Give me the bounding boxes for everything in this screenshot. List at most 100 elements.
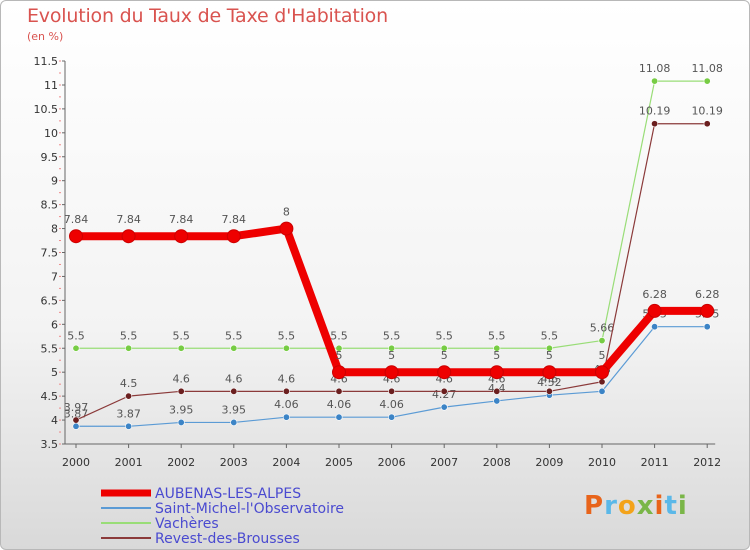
data-point xyxy=(545,344,553,352)
data-point xyxy=(335,387,343,395)
data-point xyxy=(177,387,185,395)
series: 3.974.54.64.64.64.64.64.64.64.64.810.191… xyxy=(64,105,723,424)
data-label: 4.6 xyxy=(225,372,243,385)
x-tick-label: 2007 xyxy=(430,456,458,469)
data-point xyxy=(493,344,501,352)
data-label: 5 xyxy=(388,349,395,362)
data-label: 10.19 xyxy=(639,105,671,118)
x-tick-label: 2010 xyxy=(588,456,616,469)
data-point xyxy=(703,323,711,331)
data-point xyxy=(177,344,185,352)
y-tick-label: 9.5 xyxy=(41,151,59,164)
data-point xyxy=(384,365,399,380)
legend-label: Saint-Michel-l'Observatoire xyxy=(155,501,344,517)
data-point xyxy=(335,344,343,352)
data-point xyxy=(279,221,294,236)
x-tick-label: 2003 xyxy=(220,456,248,469)
proxiti-logo: Proxiti xyxy=(584,491,688,521)
data-point xyxy=(72,422,80,430)
data-point xyxy=(493,387,501,395)
data-label: 5.5 xyxy=(383,329,401,342)
data-label: 8 xyxy=(283,206,290,219)
data-label: 3.95 xyxy=(222,403,247,416)
data-point xyxy=(125,344,133,352)
y-tick-label: 6.5 xyxy=(41,294,59,307)
data-label: 5.66 xyxy=(590,322,615,335)
data-label: 6.28 xyxy=(642,288,667,301)
data-point xyxy=(595,365,609,380)
y-tick-label: 8.5 xyxy=(41,199,59,212)
y-tick-label: 9 xyxy=(51,175,58,188)
data-point xyxy=(177,418,185,426)
data-point xyxy=(489,365,504,380)
y-tick-label: 4.5 xyxy=(41,390,59,403)
data-point xyxy=(440,403,448,411)
x-tick-label: 2002 xyxy=(167,456,195,469)
data-label: 5.5 xyxy=(488,329,506,342)
data-point xyxy=(440,387,448,395)
axes: 3.5 4 4.5 5 5.5 6 6.5 7 7.5 8 8.5 9 9.5 10 10.5 11 11.5 2… xyxy=(34,55,722,469)
data-label: 11.08 xyxy=(691,62,723,75)
data-label: 4.5 xyxy=(120,377,138,390)
data-point xyxy=(703,120,711,128)
data-point xyxy=(388,413,396,421)
data-point xyxy=(282,413,290,421)
data-point xyxy=(542,365,557,380)
data-label: 11.08 xyxy=(639,62,671,75)
data-point xyxy=(651,323,659,331)
y-tick-label: 8 xyxy=(51,223,58,236)
y-tick-label: 5.5 xyxy=(41,342,59,355)
data-label: 5.5 xyxy=(435,329,453,342)
y-tick-label: 6 xyxy=(51,318,58,331)
data-label: 4.6 xyxy=(172,372,190,385)
y-tick-label: 10.5 xyxy=(34,103,59,116)
data-label: 4.6 xyxy=(278,372,296,385)
data-label: 3.97 xyxy=(64,401,89,414)
legend-label: Vachères xyxy=(155,516,219,532)
y-tick-label: 10 xyxy=(44,127,58,140)
logo-letter: i xyxy=(677,491,688,521)
data-point xyxy=(598,337,606,345)
chart-title: Evolution du Taux de Taxe d'Habitation xyxy=(27,5,388,27)
data-label: 7.84 xyxy=(64,213,89,226)
data-label: 5 xyxy=(599,349,606,362)
data-label: 3.87 xyxy=(116,407,141,420)
y-tick-label: 11 xyxy=(44,79,58,92)
data-label: 5 xyxy=(493,349,500,362)
data-label: 10.19 xyxy=(691,105,723,118)
logo-letter: i xyxy=(654,491,665,521)
data-label: 5.5 xyxy=(172,329,190,342)
logo-letter: o xyxy=(617,491,637,521)
x-tick-label: 2006 xyxy=(378,456,406,469)
data-point xyxy=(230,387,238,395)
y-tick-label: 3.5 xyxy=(41,438,59,451)
data-point xyxy=(282,344,290,352)
data-point xyxy=(226,229,241,244)
data-point xyxy=(125,392,133,400)
data-label: 4.52 xyxy=(537,376,562,389)
data-label: 4.06 xyxy=(327,398,352,411)
x-tick-label: 2011 xyxy=(641,456,669,469)
legend: AUBENAS-LES-ALPESSaint-Michel-l'Observat… xyxy=(101,486,344,547)
data-point xyxy=(545,387,553,395)
x-tick-label: 2005 xyxy=(325,456,353,469)
data-point xyxy=(121,229,136,244)
data-point xyxy=(72,344,80,352)
logo-letter: r xyxy=(604,491,618,521)
data-point xyxy=(69,229,83,244)
chart-subtitle: (en %) xyxy=(27,30,64,43)
data-point xyxy=(703,77,711,85)
data-point xyxy=(282,387,290,395)
data-point xyxy=(700,303,715,318)
y-tick-label: 7.5 xyxy=(41,247,59,260)
y-tick-label: 7 xyxy=(51,270,58,283)
data-label: 4.06 xyxy=(379,398,404,411)
data-point xyxy=(230,344,238,352)
data-label: 6.28 xyxy=(695,288,720,301)
series: 7.84 7.84 7.84 7.84 8 5 5 5 5 5 5 6.28 6.28 xyxy=(64,206,720,380)
data-point xyxy=(388,344,396,352)
data-point xyxy=(651,120,659,128)
logo-letter: P xyxy=(584,491,605,521)
